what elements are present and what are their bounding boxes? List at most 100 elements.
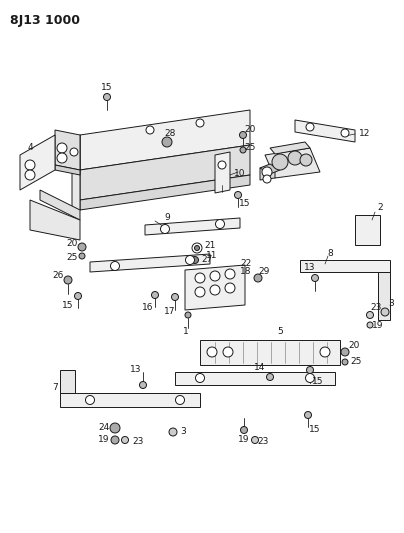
Text: 5: 5 (277, 327, 283, 336)
Circle shape (207, 347, 217, 357)
Polygon shape (55, 130, 80, 170)
Circle shape (162, 137, 172, 147)
Circle shape (288, 151, 302, 165)
Text: 3: 3 (388, 300, 394, 309)
Text: 20: 20 (348, 341, 360, 350)
Text: 25: 25 (244, 143, 256, 152)
Circle shape (341, 129, 349, 137)
Polygon shape (270, 142, 310, 154)
Text: 22: 22 (240, 260, 252, 269)
Text: 17: 17 (164, 308, 176, 317)
Circle shape (305, 411, 311, 418)
Circle shape (267, 374, 274, 381)
Circle shape (254, 274, 262, 282)
Polygon shape (260, 165, 275, 180)
Circle shape (86, 395, 95, 405)
Circle shape (25, 160, 35, 170)
Polygon shape (355, 215, 380, 245)
Polygon shape (55, 165, 80, 175)
Circle shape (263, 175, 271, 183)
Circle shape (210, 285, 220, 295)
Circle shape (146, 126, 154, 134)
Circle shape (234, 191, 242, 198)
Circle shape (195, 273, 205, 283)
Circle shape (223, 347, 233, 357)
Polygon shape (80, 175, 250, 210)
Circle shape (175, 395, 185, 405)
Circle shape (185, 312, 191, 318)
Circle shape (240, 147, 246, 153)
Circle shape (122, 437, 128, 443)
Circle shape (305, 374, 314, 383)
Polygon shape (20, 135, 55, 190)
Text: 25: 25 (350, 358, 362, 367)
Text: 29: 29 (258, 268, 270, 277)
Circle shape (367, 322, 373, 328)
Text: 20: 20 (244, 125, 256, 134)
Text: 8J13 1000: 8J13 1000 (10, 14, 80, 27)
Text: 7: 7 (52, 384, 58, 392)
Circle shape (262, 167, 272, 177)
Circle shape (240, 426, 248, 433)
Text: 14: 14 (254, 362, 266, 372)
Polygon shape (145, 218, 240, 235)
Polygon shape (72, 135, 80, 220)
Circle shape (57, 143, 67, 153)
Polygon shape (40, 190, 80, 220)
Text: 15: 15 (101, 84, 113, 93)
Polygon shape (80, 110, 250, 170)
Circle shape (64, 276, 72, 284)
Circle shape (70, 148, 78, 156)
Text: 15: 15 (309, 425, 321, 434)
Text: 24: 24 (99, 424, 109, 432)
Text: 3: 3 (180, 427, 186, 437)
Circle shape (225, 283, 235, 293)
Circle shape (381, 308, 389, 316)
Text: 12: 12 (359, 130, 371, 139)
Circle shape (225, 269, 235, 279)
Text: 13: 13 (304, 262, 316, 271)
Circle shape (185, 255, 194, 264)
Circle shape (139, 382, 147, 389)
Text: 18: 18 (240, 268, 252, 277)
Polygon shape (60, 370, 75, 393)
Polygon shape (175, 372, 335, 385)
Polygon shape (265, 148, 320, 178)
Circle shape (78, 243, 86, 251)
Text: 2: 2 (377, 204, 383, 213)
Circle shape (342, 359, 348, 365)
Circle shape (195, 287, 205, 297)
Circle shape (192, 243, 202, 253)
Polygon shape (80, 145, 250, 200)
Text: 28: 28 (164, 130, 176, 139)
Circle shape (111, 436, 119, 444)
Text: 20: 20 (66, 239, 78, 248)
Polygon shape (378, 272, 390, 320)
Circle shape (172, 294, 179, 301)
Circle shape (320, 347, 330, 357)
Circle shape (79, 253, 85, 259)
Circle shape (240, 132, 246, 139)
Circle shape (160, 224, 170, 233)
Circle shape (252, 437, 259, 443)
Circle shape (25, 170, 35, 180)
Text: 26: 26 (52, 271, 64, 280)
Circle shape (341, 348, 349, 356)
Text: 1: 1 (183, 327, 189, 336)
Text: 23: 23 (257, 438, 269, 447)
Text: 4: 4 (27, 142, 33, 151)
Text: 19: 19 (238, 435, 250, 445)
Circle shape (111, 262, 120, 271)
Text: 23: 23 (370, 303, 382, 311)
Text: 16: 16 (142, 303, 154, 311)
Text: 19: 19 (98, 435, 110, 445)
Circle shape (57, 153, 67, 163)
Circle shape (272, 154, 288, 170)
Text: 15: 15 (239, 198, 251, 207)
Circle shape (196, 119, 204, 127)
Polygon shape (215, 152, 230, 193)
Polygon shape (260, 164, 280, 174)
Circle shape (306, 123, 314, 131)
Circle shape (366, 311, 374, 319)
Text: 11: 11 (206, 252, 218, 261)
